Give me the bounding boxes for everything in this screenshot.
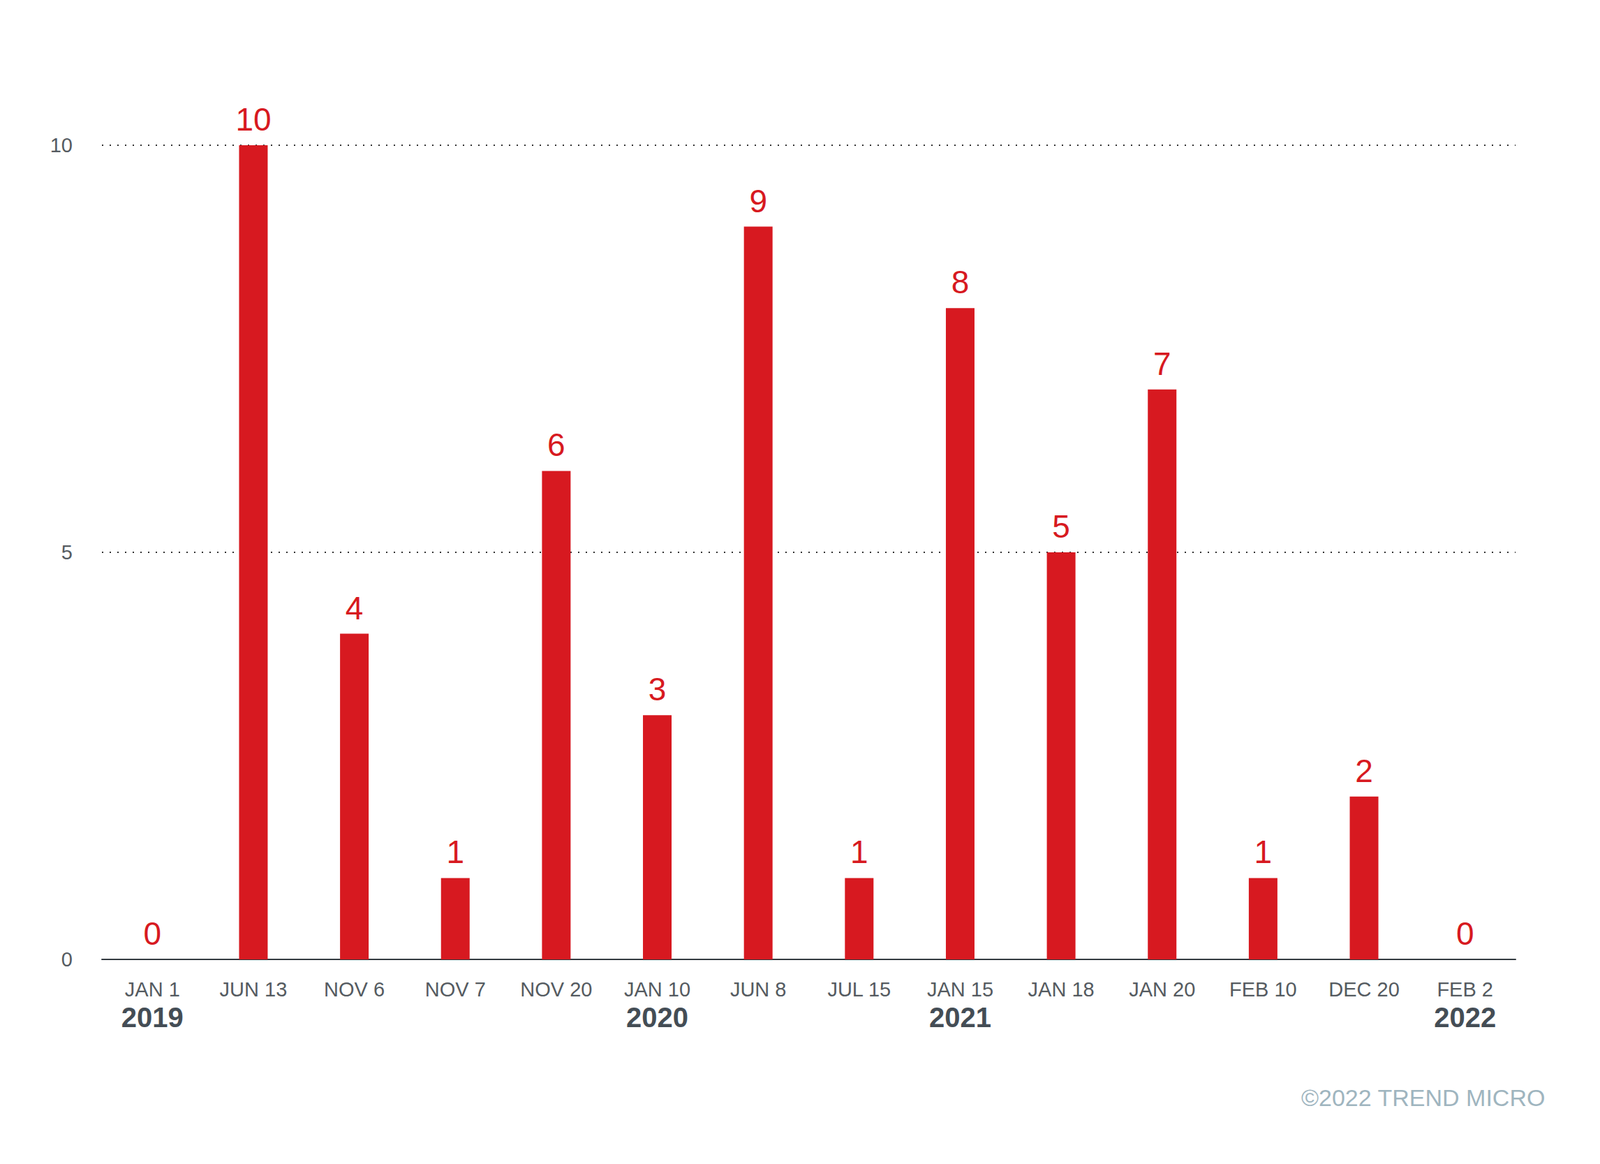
svg-text:2: 2	[1354, 752, 1374, 789]
svg-text:10: 10	[50, 134, 73, 157]
svg-text:JAN 15: JAN 15	[927, 978, 994, 1001]
svg-text:FEB 10: FEB 10	[1229, 978, 1298, 1001]
svg-text:JUN 8: JUN 8	[730, 978, 787, 1001]
svg-text:©2022 TREND MICRO: ©2022 TREND MICRO	[1301, 1084, 1545, 1111]
svg-text:2021: 2021	[929, 1001, 992, 1033]
svg-text:1: 1	[446, 833, 465, 870]
svg-text:7: 7	[1153, 345, 1172, 382]
svg-text:0: 0	[61, 947, 73, 971]
svg-text:2020: 2020	[626, 1001, 689, 1033]
svg-text:0: 0	[1456, 915, 1475, 952]
svg-text:JAN 10: JAN 10	[624, 978, 691, 1001]
svg-text:8: 8	[951, 263, 970, 301]
svg-text:10: 10	[235, 101, 271, 138]
svg-text:1: 1	[850, 833, 869, 870]
svg-text:2022: 2022	[1433, 1001, 1496, 1033]
svg-text:FEB 2: FEB 2	[1436, 978, 1494, 1001]
svg-text:JUN 13: JUN 13	[219, 978, 288, 1001]
svg-text:JAN 1: JAN 1	[124, 978, 181, 1001]
svg-text:JAN 18: JAN 18	[1028, 978, 1095, 1001]
svg-text:9: 9	[749, 182, 768, 220]
svg-text:6: 6	[547, 426, 566, 463]
svg-text:DEC 20: DEC 20	[1328, 978, 1400, 1001]
svg-text:5: 5	[1052, 508, 1071, 545]
svg-text:JAN 20: JAN 20	[1128, 978, 1196, 1001]
svg-text:NOV 20: NOV 20	[520, 978, 592, 1001]
svg-text:0: 0	[143, 915, 162, 952]
svg-text:5: 5	[61, 541, 73, 564]
svg-text:NOV 6: NOV 6	[323, 978, 385, 1001]
svg-text:4: 4	[345, 589, 364, 627]
svg-text:1: 1	[1254, 833, 1273, 870]
svg-text:NOV 7: NOV 7	[425, 978, 486, 1001]
svg-text:2019: 2019	[121, 1001, 184, 1033]
svg-text:3: 3	[648, 670, 667, 708]
svg-text:JUL 15: JUL 15	[827, 978, 891, 1001]
